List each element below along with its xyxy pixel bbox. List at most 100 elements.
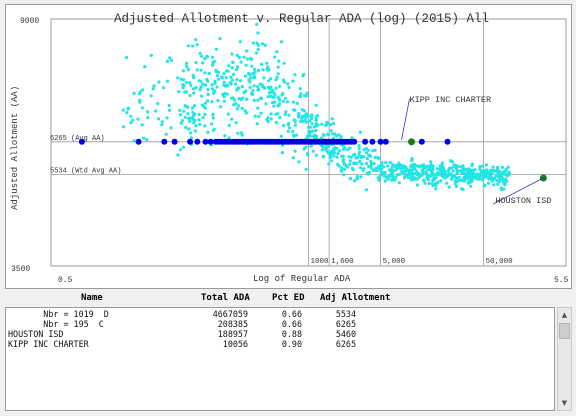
scrollbar-thumb[interactable] (559, 323, 570, 339)
district-point (306, 134, 310, 138)
district-point (274, 120, 278, 125)
district-point (374, 168, 378, 172)
district-point (235, 53, 239, 58)
district-point (215, 85, 219, 89)
district-point (483, 183, 487, 187)
district-point (266, 85, 271, 89)
district-point (360, 155, 364, 159)
district-point (251, 89, 255, 93)
district-point (362, 148, 366, 152)
district-point (198, 122, 202, 126)
cell-name: Nbr = 195 C (8, 319, 104, 329)
chart-title: Adjusted Allotment v. Regular ADA (log) … (114, 12, 489, 26)
x-tick-label: 5.5 (554, 276, 569, 285)
district-point (382, 165, 386, 169)
district-point (256, 31, 260, 35)
results-list[interactable]: Nbr = 1019 D 4667059 0.66 5534 Nbr = 195 C 2… (5, 307, 555, 411)
district-point (157, 117, 161, 121)
district-point (250, 92, 255, 96)
district-point (267, 68, 271, 72)
district-point (166, 79, 170, 83)
district-point (386, 177, 390, 181)
scroll-up-arrow-icon[interactable]: ▲ (561, 311, 568, 319)
district-point (198, 88, 202, 92)
district-point (316, 123, 320, 127)
district-point (221, 92, 225, 97)
district-point (203, 124, 207, 128)
district-point (499, 174, 504, 178)
district-point (251, 41, 256, 45)
vertical-scrollbar[interactable]: ▲ ▼ (557, 307, 572, 411)
district-point (473, 168, 477, 172)
district-point (495, 178, 499, 182)
district-point (255, 41, 259, 45)
district-point (326, 132, 330, 136)
district-point (244, 111, 248, 115)
cell-total-ada: 4667059 (212, 309, 248, 319)
district-point (314, 136, 318, 140)
district-point (240, 106, 244, 111)
district-point (371, 149, 375, 153)
district-point (332, 154, 336, 158)
district-point (427, 181, 431, 185)
district-point (455, 169, 459, 173)
district-point (324, 146, 328, 150)
header-pct-ed: Pct ED (272, 293, 305, 303)
table-row[interactable]: HOUSTON ISD 188957 0.88 5460 (6, 329, 554, 339)
district-point (412, 171, 416, 176)
district-point (237, 56, 241, 60)
district-point (298, 87, 302, 91)
district-point (306, 153, 310, 157)
district-point (449, 177, 454, 181)
vertical-ref-label: 5,000 (383, 258, 406, 266)
table-row[interactable]: Nbr = 195 C 208385 0.66 6265 (6, 319, 554, 329)
district-point (429, 160, 433, 164)
district-point (210, 87, 214, 91)
district-point (178, 148, 183, 152)
district-point (203, 112, 207, 116)
district-point (400, 164, 404, 168)
district-point (304, 112, 308, 116)
district-point (203, 101, 207, 105)
district-point (282, 80, 286, 84)
district-point (409, 178, 413, 182)
table-row[interactable]: Nbr = 1019 D 4667059 0.66 5534 (6, 309, 554, 319)
district-point (256, 106, 260, 110)
district-point (253, 114, 257, 118)
district-point (326, 151, 331, 155)
district-point (193, 118, 197, 122)
district-point (343, 146, 347, 151)
charter-point (369, 138, 376, 145)
district-point (281, 91, 285, 96)
district-point (149, 94, 153, 98)
district-point (143, 65, 147, 69)
district-point (235, 88, 239, 92)
district-point (453, 179, 457, 183)
district-point (259, 111, 263, 115)
district-point (488, 174, 492, 178)
district-point (256, 68, 261, 72)
district-point (298, 94, 302, 98)
table-row[interactable]: KIPP INC CHARTER 10056 0.90 6265 (6, 339, 554, 349)
district-point (355, 174, 359, 179)
district-point (491, 165, 495, 169)
district-point (292, 108, 296, 112)
district-point (425, 172, 429, 176)
scroll-down-arrow-icon[interactable]: ▼ (561, 399, 568, 407)
district-point (156, 102, 160, 106)
district-point (334, 134, 338, 138)
district-point (264, 102, 268, 106)
district-point (301, 119, 305, 123)
district-point (396, 165, 400, 169)
district-point (191, 73, 195, 78)
district-point (348, 177, 352, 181)
district-point (500, 188, 504, 192)
district-point (276, 72, 280, 76)
district-point (380, 167, 384, 171)
district-point (230, 117, 234, 121)
district-point (402, 167, 406, 171)
district-point (211, 61, 215, 65)
district-point (206, 99, 210, 103)
district-point (498, 177, 503, 181)
district-point (329, 123, 333, 127)
